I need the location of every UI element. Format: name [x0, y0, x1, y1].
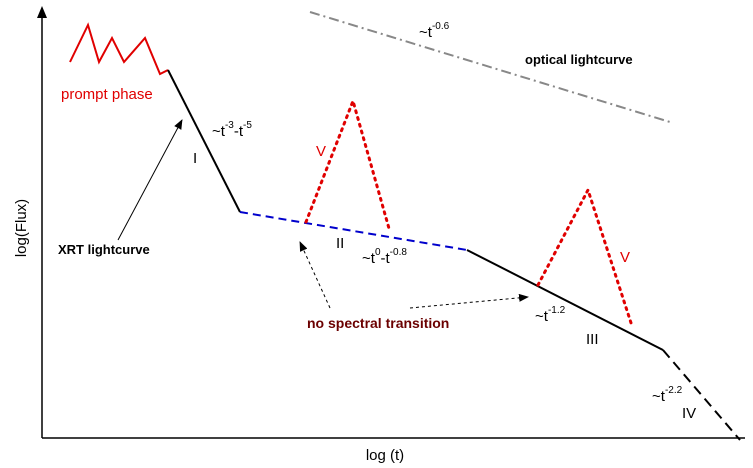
- flare-right-label: V: [620, 249, 630, 266]
- optical-lightcurve-line: [309, 11, 671, 123]
- segment-I-line: [167, 69, 241, 213]
- xrt-lightcurve-label: XRT lightcurve: [58, 242, 150, 257]
- optical-lightcurve-label: optical lightcurve: [525, 52, 633, 67]
- flare-right-curve: [536, 186, 634, 328]
- flare-left-label: V: [316, 143, 326, 160]
- x-axis-label: log (t): [366, 447, 404, 464]
- segment-III-line: [466, 249, 664, 351]
- flare-left-curve: [304, 96, 392, 234]
- segment-IV-label: IV: [682, 405, 696, 422]
- no-transition-arrow-right: [409, 293, 529, 309]
- y-axis-label: log(Flux): [13, 199, 30, 257]
- segment-II-slope: ~t0-t-0.8: [362, 247, 407, 267]
- segment-III-slope: ~t-1.2: [535, 305, 566, 325]
- y-axis-arrow-icon: [37, 6, 47, 18]
- prompt-phase-curve: [69, 22, 169, 76]
- segment-IV-slope: ~t-2.2: [652, 385, 683, 405]
- segment-I-label: I: [193, 150, 197, 167]
- segment-II-label: II: [336, 235, 344, 252]
- xrt-arrow: [117, 119, 183, 241]
- no-transition-arrow-left: [299, 241, 331, 309]
- optical-slope: ~t-0.6: [419, 21, 450, 41]
- segment-II-line: [239, 211, 468, 251]
- segment-IV-line: [662, 349, 741, 441]
- no-spectral-transition-label: no spectral transition: [307, 315, 449, 331]
- prompt-phase-label: prompt phase: [61, 86, 153, 103]
- segment-III-label: III: [586, 331, 599, 348]
- segment-I-slope: ~t-3-t-5: [212, 120, 252, 140]
